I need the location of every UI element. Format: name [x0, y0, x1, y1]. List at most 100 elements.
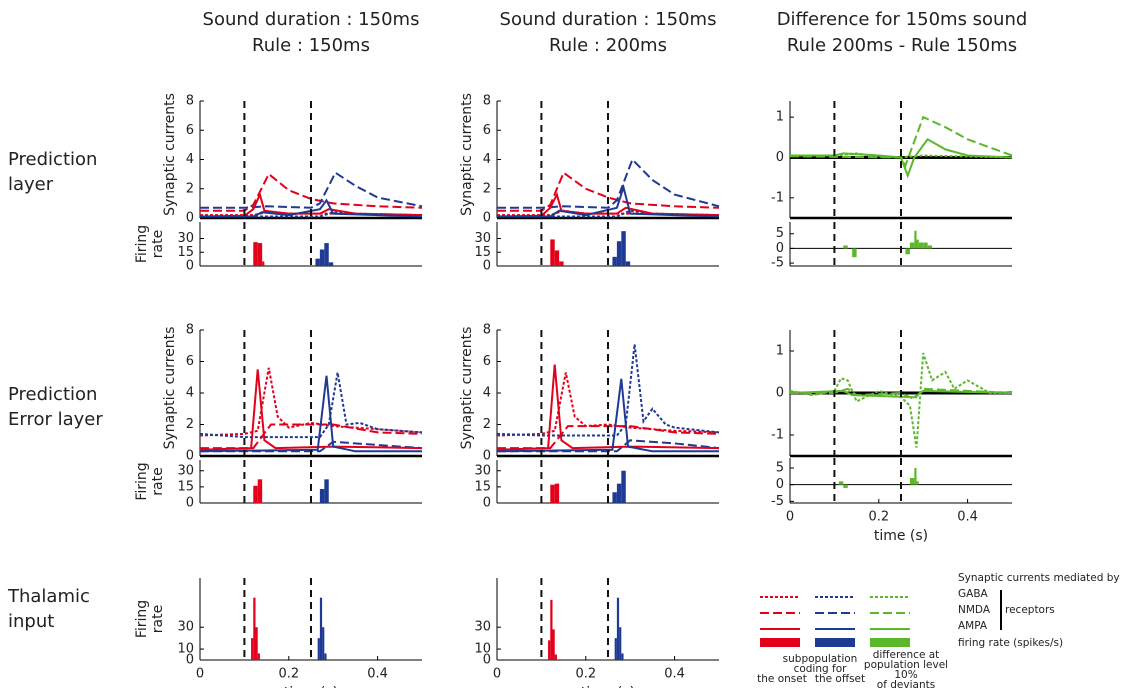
y-axis-label: Synaptic currents [162, 93, 178, 216]
curve [496, 378, 719, 453]
bar [625, 261, 631, 266]
panel: 0 2 4 6 8 Synaptic currents [162, 93, 423, 226]
y-axis-label: Synaptic currents [459, 327, 475, 450]
y-tick-label: 30 [177, 231, 194, 246]
y-tick-label: 5 [776, 226, 784, 241]
legend-caption: difference at [873, 649, 940, 661]
bar [319, 249, 325, 266]
bar [319, 489, 325, 503]
curve [789, 352, 1012, 448]
bar [909, 478, 915, 485]
bar [317, 638, 320, 660]
x-tick-label: 0 [196, 667, 204, 682]
bar [253, 485, 258, 503]
y-axis-label: rate [150, 467, 166, 495]
y-axis-label: Firing [134, 462, 150, 500]
row-label: layer [8, 174, 54, 195]
bar [914, 468, 917, 485]
panel: -1 0 1 [771, 101, 1013, 220]
y-tick-label: 1 [776, 344, 784, 359]
bar [838, 481, 844, 485]
bar [319, 597, 323, 660]
y-tick-label: 15 [177, 479, 194, 494]
bar [253, 242, 258, 266]
curve [199, 372, 423, 439]
bar [257, 653, 260, 660]
y-tick-label: 10 [474, 642, 491, 657]
y-tick-label: 8 [483, 323, 491, 338]
curve [497, 183, 720, 218]
y-tick-label: 15 [177, 245, 194, 260]
x-tick-label: 0.2 [278, 667, 299, 682]
y-tick-label: 5 [776, 461, 784, 476]
column-title: Rule 200ms - Rule 150ms [787, 35, 1017, 56]
curve [199, 367, 423, 437]
bar [324, 479, 329, 503]
y-tick-label: 0 [186, 449, 194, 464]
y-tick-label: 0 [776, 241, 784, 256]
y-tick-label: 4 [483, 386, 491, 401]
bar [554, 483, 560, 503]
x-tick-label: 0 [786, 510, 794, 525]
y-tick-label: 4 [483, 152, 491, 167]
y-tick-label: -1 [771, 428, 784, 443]
x-axis-label: time (s) [874, 528, 928, 544]
curve [200, 172, 423, 212]
bar [612, 256, 617, 266]
bar [914, 230, 917, 249]
y-tick-label: 4 [186, 152, 194, 167]
legend-label: receptors [1005, 604, 1055, 616]
bar [315, 258, 320, 266]
y-axis-label: Firing [134, 600, 150, 638]
x-tick-label: 0.2 [868, 510, 889, 525]
y-axis-label: rate [150, 605, 166, 633]
bar [905, 248, 910, 255]
bar [255, 627, 258, 660]
y-tick-label: 0 [483, 449, 491, 464]
y-tick-label: 0 [186, 211, 194, 226]
curve [497, 157, 720, 209]
y-tick-label: -5 [771, 256, 784, 271]
legend-label: GABA [958, 588, 989, 600]
legend-label: firing rate (spikes/s) [958, 637, 1063, 649]
bar [550, 484, 555, 503]
bar [909, 242, 915, 249]
bar [916, 481, 919, 485]
legend-caption: the onset [757, 673, 807, 685]
bar [843, 245, 848, 249]
y-tick-label: 6 [186, 354, 194, 369]
bar [328, 262, 334, 266]
row-label: Prediction [8, 384, 97, 405]
bar [548, 640, 551, 660]
y-tick-label: 0 [483, 211, 491, 226]
bar [621, 231, 626, 266]
legend-caption: population level [864, 659, 948, 671]
legend-swatch [870, 638, 910, 647]
bar [621, 653, 624, 660]
bar [251, 638, 254, 660]
bar [322, 627, 325, 660]
bar [324, 653, 327, 660]
legend-caption: of deviants [877, 679, 935, 688]
column-title: Difference for 150ms sound [777, 9, 1028, 30]
column-title: Sound duration : 150ms [500, 9, 717, 30]
row-label: Error layer [8, 409, 103, 430]
column-title: Rule : 150ms [252, 35, 370, 56]
y-tick-label: 8 [186, 94, 194, 109]
bar [550, 239, 555, 266]
y-tick-label: 0 [483, 496, 491, 511]
curve [200, 198, 423, 218]
bar [253, 597, 256, 660]
bar [927, 245, 933, 249]
row-label: input [8, 611, 54, 632]
y-tick-label: 0 [483, 653, 491, 668]
bar [923, 242, 928, 249]
x-tick-label: 0.4 [664, 667, 685, 682]
bar [257, 243, 263, 266]
y-tick-label: 0 [186, 496, 194, 511]
x-tick-label: 0.2 [575, 667, 596, 682]
y-tick-label: 6 [186, 123, 194, 138]
